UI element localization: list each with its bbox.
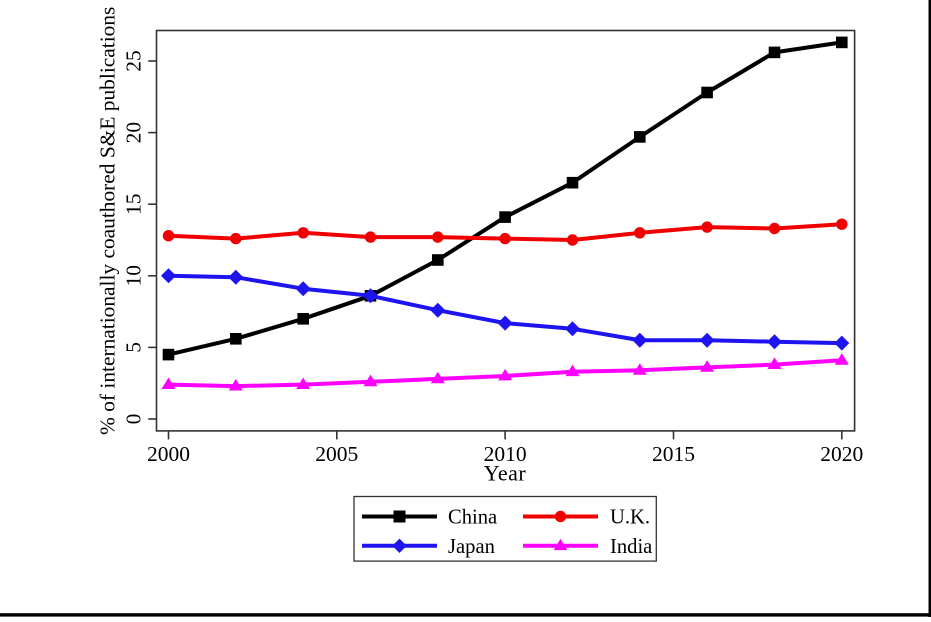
- svg-text:20: 20: [122, 122, 146, 144]
- svg-text:2005: 2005: [315, 442, 358, 466]
- svg-text:U.K.: U.K.: [610, 507, 650, 529]
- svg-text:2020: 2020: [820, 442, 863, 466]
- svg-text:2000: 2000: [147, 442, 190, 466]
- svg-text:China: China: [448, 507, 497, 529]
- svg-text:5: 5: [122, 342, 146, 353]
- svg-text:0: 0: [122, 414, 146, 425]
- svg-text:25: 25: [122, 50, 146, 72]
- svg-text:15: 15: [122, 193, 146, 215]
- svg-text:% of internationally coauthore: % of internationally coauthored S&E publ…: [96, 7, 120, 435]
- svg-text:Japan: Japan: [448, 536, 495, 558]
- svg-text:India: India: [610, 536, 652, 558]
- svg-text:10: 10: [122, 265, 146, 287]
- svg-text:Year: Year: [484, 461, 527, 486]
- svg-text:2015: 2015: [652, 442, 695, 466]
